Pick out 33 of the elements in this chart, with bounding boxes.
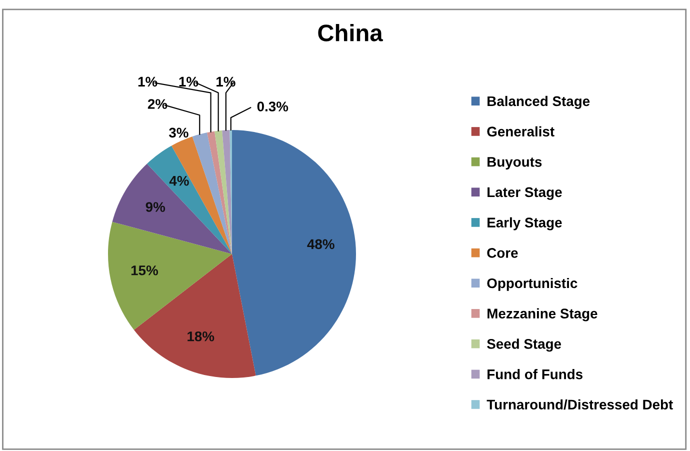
pie-slice	[192, 132, 232, 254]
data-label: 0.3%	[257, 102, 288, 112]
pie-slice	[134, 254, 256, 378]
data-label: 2%	[148, 99, 168, 109]
data-label: 18%	[188, 331, 214, 342]
pie-slice	[146, 146, 232, 254]
data-label: 1%	[138, 76, 158, 87]
legend-label: Opportunistic	[487, 278, 578, 291]
legend-label: Generalist	[487, 126, 554, 137]
chart-title: China	[318, 24, 383, 42]
pie-slice	[222, 130, 232, 254]
legend-label: Fund of Funds	[488, 369, 582, 380]
data-label: 1%	[179, 76, 198, 87]
pie-slice	[108, 222, 232, 330]
legend-label: Core	[487, 248, 518, 258]
legend-label: Turnaround/Distressed Debt	[486, 399, 673, 410]
legend-label: Mezzanine Stage	[488, 308, 598, 322]
pie-slice	[112, 164, 232, 254]
pie-slice	[214, 130, 232, 254]
pie-slice	[207, 131, 232, 254]
data-label: 1%	[216, 76, 236, 87]
data-label: 48%	[307, 239, 334, 250]
legend-label: Early Stage	[488, 217, 562, 230]
legend-label: Balanced Stage	[488, 96, 590, 109]
legend-label: Buyouts	[488, 157, 542, 170]
pie-slice	[171, 136, 232, 254]
data-label: 3%	[168, 128, 188, 138]
pie-slice	[232, 130, 356, 376]
data-label: 9%	[146, 202, 166, 212]
legend-label: Seed Stage	[487, 338, 562, 352]
data-label: 15%	[131, 265, 158, 276]
legend-label: Later Stage	[488, 187, 562, 200]
data-label: 4%	[169, 176, 189, 186]
